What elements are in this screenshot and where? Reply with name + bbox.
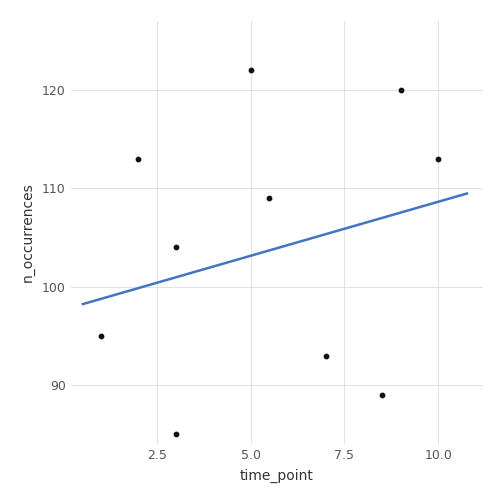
Point <box>265 194 273 202</box>
Point <box>171 243 179 251</box>
Point <box>246 66 255 74</box>
Point <box>434 155 442 163</box>
Point <box>171 430 179 438</box>
Y-axis label: n_occurrences: n_occurrences <box>21 182 35 282</box>
Point <box>378 391 386 399</box>
Point <box>397 86 405 94</box>
X-axis label: time_point: time_point <box>240 469 314 483</box>
Point <box>96 332 104 340</box>
Point <box>322 352 330 360</box>
Point <box>134 155 142 163</box>
